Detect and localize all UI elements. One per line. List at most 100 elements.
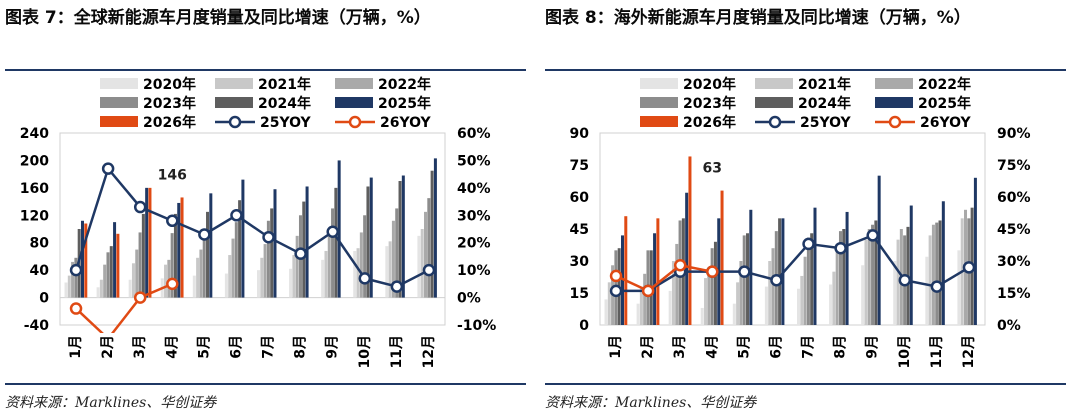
legend-label: 2023年: [683, 95, 736, 112]
x-tick-label: 7月: [801, 335, 817, 359]
x-tick-label: 10月: [357, 335, 373, 368]
bar-2023年: [331, 208, 335, 298]
y-tick-label: 120: [20, 208, 49, 224]
bar-2021年: [99, 279, 103, 298]
bar-2025年: [401, 175, 405, 298]
point-25YOY: [133, 200, 147, 214]
y-tick-label: 160: [20, 181, 49, 197]
bar-2026年: [656, 218, 660, 325]
y2-tick-label: 20%: [457, 236, 491, 252]
legend-label: 2022年: [918, 76, 971, 93]
bar-2021年: [260, 257, 264, 298]
line-25YOY: [74, 166, 430, 288]
legend-swatch-2021年: [755, 78, 793, 89]
point-25YOY: [770, 273, 783, 287]
bar-2024年: [746, 233, 750, 325]
legend-swatch-2024年: [215, 97, 253, 108]
bar-2023年: [806, 237, 810, 325]
bar-2021年: [671, 261, 675, 325]
legend-marker-25YOY: [228, 115, 242, 129]
bar-2025年: [909, 205, 913, 325]
x-tick-label: 6月: [228, 335, 244, 359]
bar-2026年: [624, 216, 628, 325]
y-tick-label: 0: [39, 291, 49, 307]
bar-2021年: [356, 248, 360, 298]
title-divider: [545, 69, 1066, 71]
bar-2023年: [871, 224, 875, 325]
legend-swatch-2022年: [875, 78, 913, 89]
y2-tick-label: 90%: [997, 126, 1031, 142]
bar-2025年: [273, 189, 277, 298]
bar-2025年: [685, 192, 689, 325]
legend-swatch-2025年: [335, 97, 373, 108]
bar-2026年: [720, 190, 724, 325]
line-26YOY: [75, 282, 173, 333]
y2-tick-label: -10%: [457, 318, 496, 334]
bar-2021年: [292, 255, 296, 298]
point-25YOY: [866, 229, 879, 242]
bar-2026年: [148, 187, 152, 298]
bar-2022年: [803, 256, 807, 325]
bar-2020年: [256, 270, 260, 298]
point-26YOY: [133, 291, 147, 304]
bar-2026年: [84, 223, 88, 298]
y2-tick-label: 50%: [457, 153, 491, 169]
y2-tick-label: 0%: [997, 318, 1021, 334]
x-tick-label: 7月: [261, 335, 277, 359]
legend-marker-25YOY: [768, 115, 782, 129]
bar-2022年: [295, 235, 299, 298]
bar-2024年: [173, 213, 177, 298]
bar-2025年: [209, 193, 213, 298]
point-25YOY: [69, 263, 83, 277]
y2-tick-label: 30%: [457, 208, 491, 224]
legend-label: 2021年: [258, 76, 311, 93]
bar-2022年: [771, 248, 775, 325]
point-25YOY: [802, 237, 815, 251]
point-25YOY: [390, 280, 404, 293]
legend-label: 2022年: [378, 76, 431, 93]
chart-panel-overseas: 图表 8：海外新能源车月度销量及同比增速（万辆，%） 2020年 2021年 202…: [545, 0, 1066, 418]
point-25YOY: [898, 273, 912, 287]
bar-2021年: [639, 286, 643, 325]
x-tick-label: 8月: [833, 335, 849, 359]
bar-2022年: [231, 238, 235, 298]
bar-2025年: [749, 209, 753, 325]
bar-2022年: [359, 232, 363, 298]
point-25YOY: [738, 265, 751, 278]
point-25YOY: [422, 263, 436, 277]
source-note: 资料来源：Marklines、华创证券: [5, 395, 217, 411]
bar-2025年: [845, 211, 849, 325]
legend-swatch-2025年: [875, 97, 913, 108]
x-tick-label: 5月: [196, 335, 212, 359]
legend-swatch-2026年: [100, 116, 138, 127]
bar-2022年: [263, 244, 267, 298]
y-tick-label: 80: [30, 236, 50, 252]
point-25YOY: [930, 280, 944, 293]
bar-2021年: [131, 263, 135, 298]
y-tick-label: 60: [570, 190, 590, 206]
legend-marker-26YOY: [348, 115, 362, 129]
bar-2020年: [96, 287, 100, 298]
bar-2025年: [145, 187, 149, 298]
bar-2025年: [653, 233, 657, 325]
y2-tick-label: 60%: [457, 126, 491, 142]
bar-2024年: [810, 233, 814, 325]
legend-label: 26YOY: [380, 115, 432, 131]
legend-label: 2026年: [683, 114, 736, 131]
bar-2022年: [931, 224, 935, 325]
bar-2020年: [128, 279, 132, 298]
legend-label: 2026年: [143, 114, 196, 131]
bar-2021年: [864, 239, 868, 325]
point-26YOY: [69, 302, 83, 315]
bar-2021年: [388, 241, 392, 298]
chart-panel-global: 图表 7：全球新能源车月度销量及同比增速（万辆，%） 2020年 2021年 202…: [5, 0, 526, 418]
x-tick-label: 11月: [929, 335, 945, 368]
bar-2023年: [202, 230, 206, 298]
chart-title: 图表 8：海外新能源车月度销量及同比增速（万辆，%）: [545, 8, 971, 28]
bar-2023年: [935, 222, 939, 325]
y-tick-label: 45: [570, 222, 589, 238]
y2-tick-label: 40%: [457, 181, 491, 197]
bar-2020年: [732, 303, 736, 325]
bar-2021年: [196, 257, 200, 298]
bar-2025年: [241, 179, 245, 298]
